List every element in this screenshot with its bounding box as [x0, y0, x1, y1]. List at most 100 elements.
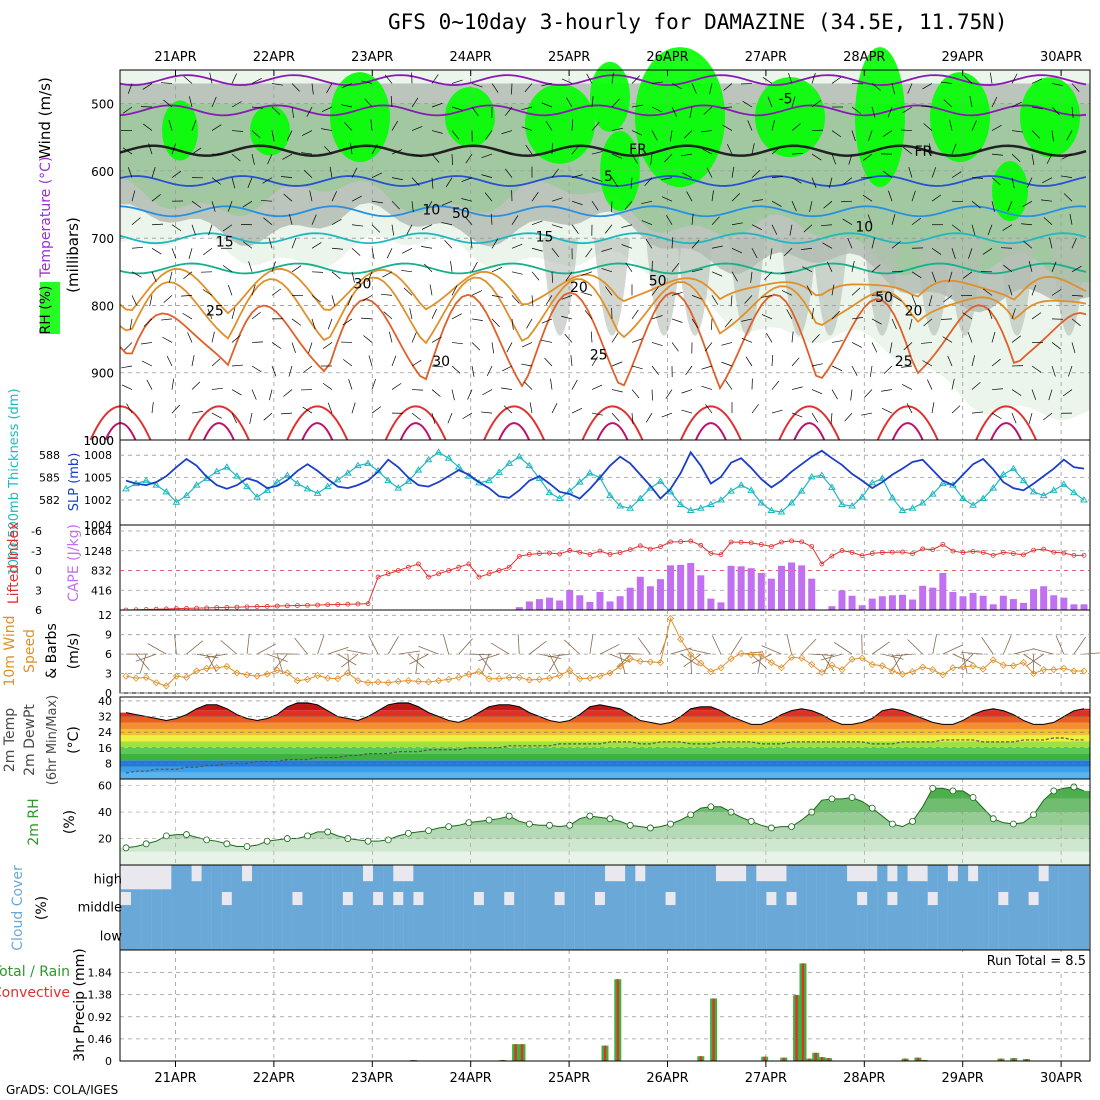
thickness-point [807, 472, 816, 480]
wind-barb [242, 200, 253, 208]
wind-barb [971, 355, 976, 367]
thickness-point [817, 471, 826, 478]
lifted-index-point [547, 550, 552, 556]
precip-conv-bar [1025, 1059, 1028, 1061]
wind-speed-point [556, 671, 564, 680]
cloud-cell [322, 865, 333, 892]
lifted-index-point [829, 553, 835, 559]
wind-barb [991, 388, 1003, 390]
wind-barb [207, 308, 213, 320]
lifted-index-point [668, 539, 673, 545]
wind-speed-point [898, 670, 907, 678]
rh-point [969, 794, 977, 801]
wind-barb [163, 295, 173, 303]
ytick-label: 8 [105, 757, 112, 770]
cloud-cell [282, 921, 293, 950]
cloud-cell [514, 892, 525, 921]
cloud-cell [483, 892, 495, 921]
wind-barb [809, 201, 813, 212]
wind-barb [327, 402, 333, 414]
wind-barb [311, 295, 321, 303]
wind-barb [141, 342, 153, 345]
cloud-cell [1018, 921, 1029, 950]
wind-speed-point [515, 673, 523, 682]
rh-point [848, 794, 856, 801]
wind-barb [751, 169, 761, 178]
wind-barb [645, 412, 653, 423]
lifted-index-point [597, 548, 603, 554]
wind-barb [1003, 264, 1013, 273]
wind-barb [908, 167, 913, 178]
wind-speed-point [626, 655, 634, 663]
contour-label: 15 [216, 234, 234, 250]
cloud-cell [766, 881, 777, 892]
wind-barb [831, 76, 842, 84]
thickness-point [1019, 476, 1028, 484]
cloud-cell [161, 921, 172, 950]
wind-barb [1051, 261, 1057, 272]
wind-barb [591, 122, 600, 131]
cloud-cell [1058, 892, 1069, 921]
cape-bar [959, 596, 967, 610]
wind-barb [161, 82, 173, 84]
wind-barb [388, 331, 393, 343]
wind-speed-point [132, 674, 140, 682]
wind-barb [932, 634, 937, 655]
cloud-cell [362, 921, 374, 950]
rh-cell [855, 47, 905, 188]
cloud-cell [494, 865, 505, 892]
cloud-cell [907, 921, 918, 950]
wind-barb [931, 247, 942, 255]
wind-barb [771, 176, 783, 178]
wind-barb [451, 106, 463, 111]
lifted-index-point [345, 601, 351, 607]
wind-barb [478, 653, 500, 662]
wind-barb [1031, 365, 1042, 373]
wind-barb [511, 83, 513, 95]
wind-barb [750, 653, 767, 669]
wind-speed-point [485, 675, 493, 683]
wind-barb [547, 653, 570, 658]
thickness-point [676, 500, 685, 508]
wind-barb [791, 201, 797, 212]
wind-barb [271, 288, 282, 296]
wind-barb [651, 106, 662, 113]
isotherm [119, 268, 1087, 315]
lifted-index-point [678, 539, 684, 545]
wind-barb [1041, 199, 1053, 202]
wind-barb [907, 639, 923, 655]
wind-barb [1083, 652, 1100, 655]
wind-barb [1051, 130, 1054, 142]
wind-barb [711, 271, 723, 277]
temp-band [120, 772, 1090, 779]
cloud-cell [887, 921, 898, 950]
wind-barb [361, 80, 373, 84]
wind-barb [619, 654, 626, 674]
cloud-cell [181, 921, 192, 950]
thickness-point [838, 500, 846, 508]
wind-barb [281, 176, 293, 178]
wind-barb [302, 130, 313, 136]
cloud-cell [251, 921, 263, 950]
wind-barb [211, 201, 216, 212]
wind-barb [227, 284, 233, 296]
wind-barb [851, 106, 861, 114]
wind-barb [1023, 653, 1042, 667]
thickness-point [293, 479, 302, 487]
wind-barb [751, 404, 759, 414]
cape-bar [808, 578, 816, 610]
wind-barb [171, 224, 182, 232]
thickness-point [878, 474, 887, 481]
thickness-point [938, 479, 947, 487]
lifted-index-point [426, 574, 431, 580]
wind-speed-point [465, 670, 473, 678]
cloud-cell [362, 881, 374, 892]
wind-barb [664, 153, 673, 163]
wind-barb [391, 224, 395, 236]
cloud-cell [756, 881, 767, 892]
cape-bar [969, 592, 977, 610]
cloud-cell [1018, 865, 1029, 892]
lifted-index-point [718, 552, 724, 558]
wind-speed-point [1050, 666, 1058, 674]
wind-barb [391, 200, 400, 210]
